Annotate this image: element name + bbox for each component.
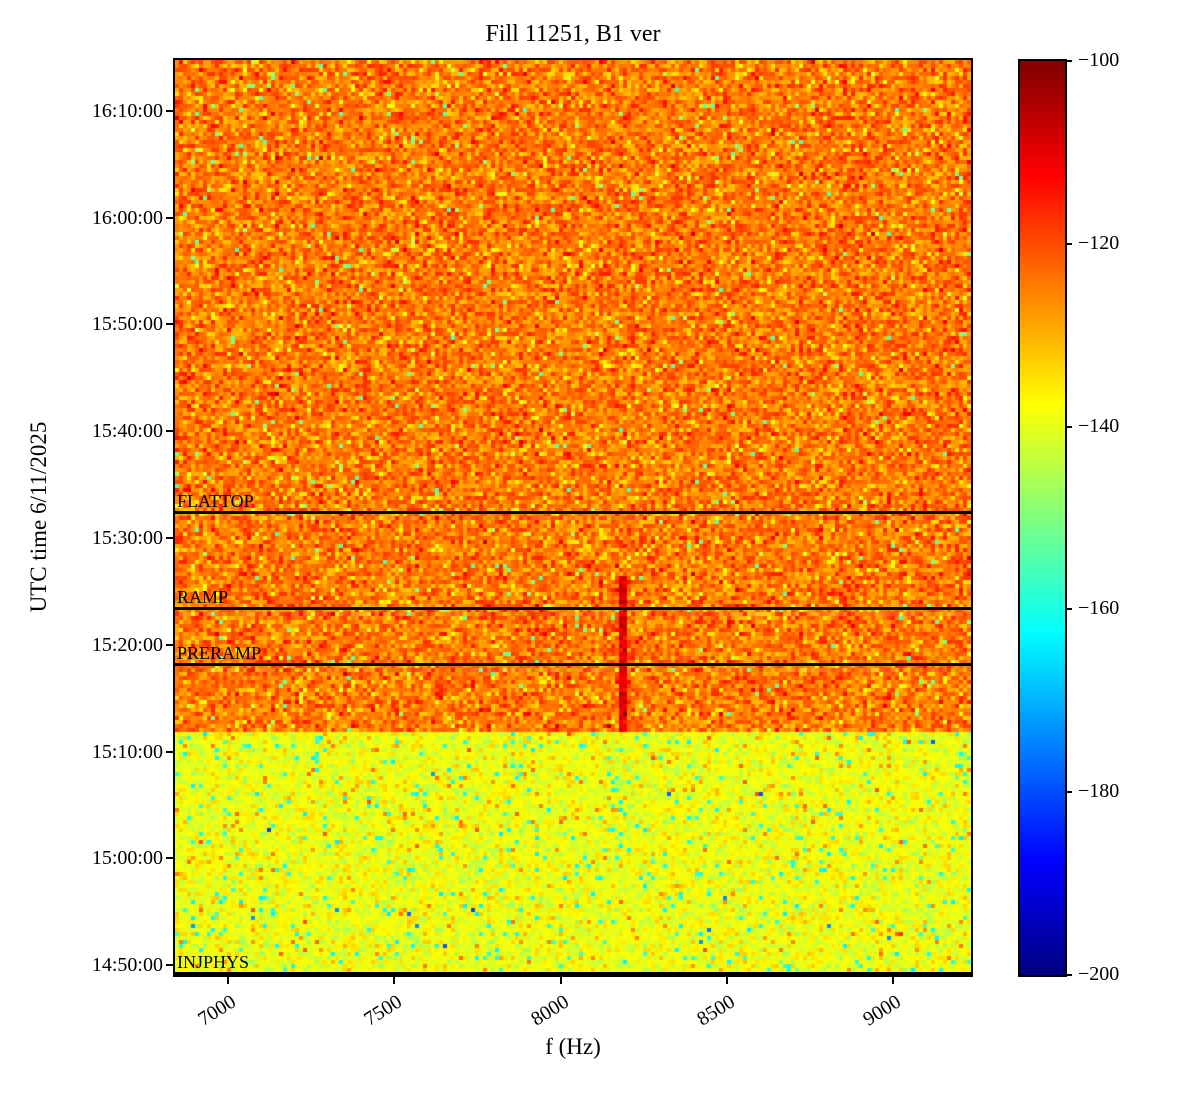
x-tick-label: 8500	[692, 990, 739, 1031]
x-tick-label: 9000	[859, 990, 905, 1031]
colorbar-tick-label: −100	[1078, 49, 1120, 71]
y-tick-label: 15:30:00	[91, 526, 163, 549]
beam-mode-line-injphys	[175, 972, 971, 975]
y-tick-label: 15:00:00	[91, 847, 163, 870]
y-tick-label: 16:00:00	[91, 206, 163, 229]
y-tick-mark	[166, 430, 173, 433]
y-tick-label: 15:10:00	[91, 740, 163, 763]
colorbar-tick-mark	[1065, 242, 1072, 245]
x-tick-mark	[725, 977, 728, 984]
x-tick-mark	[227, 977, 230, 984]
x-tick-mark	[393, 977, 396, 984]
y-tick-label: 14:50:00	[91, 954, 163, 977]
x-tick-mark	[891, 977, 894, 984]
x-axis-label: f (Hz)	[545, 1034, 601, 1059]
y-tick-mark	[166, 109, 173, 112]
colorbar	[1018, 59, 1067, 977]
y-tick-mark	[166, 536, 173, 539]
y-tick-mark	[166, 643, 173, 646]
y-tick-mark	[166, 216, 173, 219]
colorbar-tick-mark	[1065, 791, 1072, 794]
y-tick-mark	[166, 750, 173, 753]
beam-mode-label-injphys: INJPHYS	[177, 952, 250, 972]
spectrogram-plot-area: FLATTOP RAMP PRERAMP INJPHYS	[173, 58, 973, 977]
x-tick-label: 7000	[194, 990, 241, 1031]
x-tick-mark	[559, 977, 562, 984]
y-tick-mark	[166, 964, 173, 967]
y-axis-label: UTC time 6/11/2025	[26, 421, 51, 613]
beam-mode-line-preramp	[175, 663, 971, 666]
beam-mode-label-ramp: RAMP	[177, 587, 229, 607]
beam-mode-line-flattop	[175, 511, 971, 514]
colorbar-tick-label: −200	[1078, 963, 1120, 985]
y-tick-label: 15:50:00	[91, 313, 163, 336]
spectrogram-canvas	[175, 60, 971, 975]
x-tick-label: 8000	[526, 990, 573, 1031]
chart-title: Fill 11251, B1 ver	[485, 21, 661, 47]
beam-mode-label-preramp: PRERAMP	[177, 643, 262, 663]
y-tick-mark	[166, 857, 173, 860]
x-tick-label: 7500	[360, 990, 407, 1031]
y-tick-label: 15:20:00	[91, 633, 163, 656]
colorbar-tick-label: −160	[1078, 597, 1120, 620]
beam-mode-line-ramp	[175, 607, 971, 610]
colorbar-tick-label: −120	[1078, 231, 1120, 254]
y-tick-label: 16:10:00	[91, 99, 163, 122]
colorbar-tick-label: −140	[1078, 414, 1120, 437]
colorbar-tick-label: −180	[1078, 780, 1120, 803]
colorbar-tick-mark	[1065, 425, 1072, 428]
y-tick-label: 15:40:00	[91, 420, 163, 443]
y-tick-mark	[166, 323, 173, 326]
beam-mode-label-flattop: FLATTOP	[177, 491, 254, 511]
colorbar-tick-mark	[1065, 608, 1072, 611]
colorbar-canvas	[1020, 61, 1065, 975]
colorbar-tick-mark	[1065, 60, 1072, 62]
colorbar-tick-mark	[1065, 974, 1072, 976]
